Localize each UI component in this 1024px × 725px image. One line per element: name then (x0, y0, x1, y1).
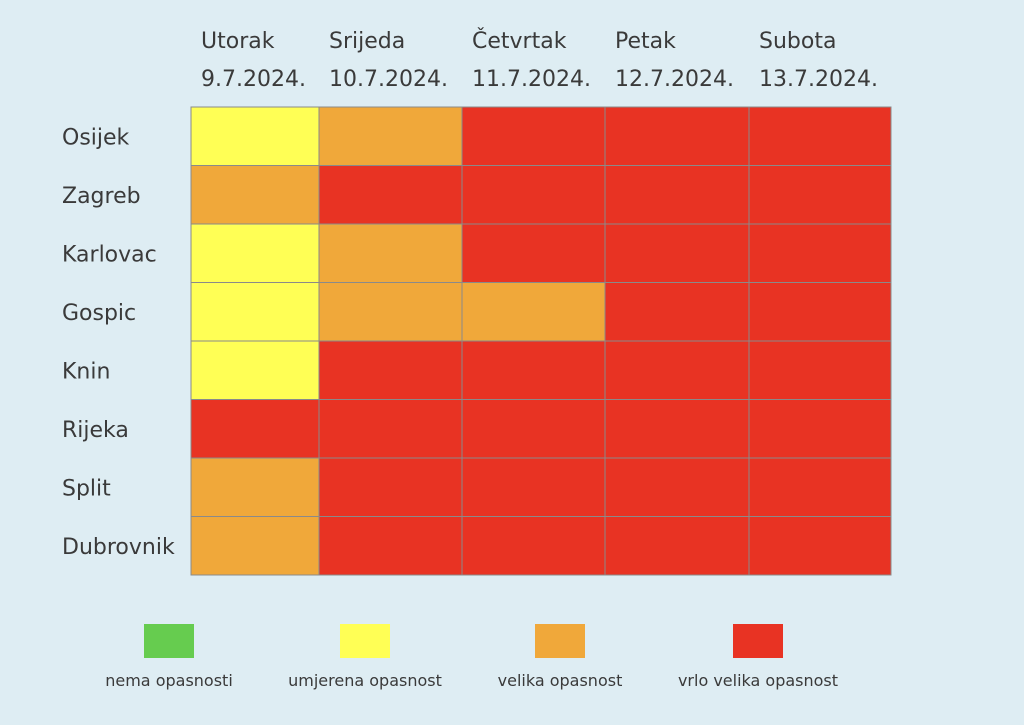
heatmap-cell (748, 165, 892, 225)
column-date-label: 12.7.2024. (615, 67, 734, 92)
heatmap-cell (748, 516, 892, 576)
heatmap-cell (318, 399, 463, 459)
heatmap-cell (748, 282, 892, 342)
heatmap-cell (748, 340, 892, 400)
column-day-label: Četvrtak (472, 28, 567, 54)
column-day-label: Utorak (201, 29, 275, 54)
row-city-label: Rijeka (62, 418, 129, 443)
legend: nema opasnosti umjerena opasnost velika op… (105, 624, 838, 690)
row-city-label: Osijek (62, 125, 130, 150)
heatmap-cell (318, 340, 463, 400)
heatmap-cell (318, 106, 463, 166)
heatmap-cell (190, 282, 320, 342)
column-day-label: Petak (615, 29, 676, 54)
legend-swatch (340, 624, 390, 658)
legend-label: velika opasnost (498, 671, 623, 690)
heatmap-cell (190, 165, 320, 225)
heatmap-cell (604, 282, 750, 342)
heatmap-cell (318, 165, 463, 225)
heatmap-cell (318, 516, 463, 576)
heatmap-cell (748, 457, 892, 517)
heatmap-cell (604, 340, 750, 400)
heatmap-cell (748, 223, 892, 283)
row-city-label: Karlovac (62, 242, 157, 267)
legend-label: nema opasnosti (105, 671, 233, 690)
heatmap-cell (318, 223, 463, 283)
heatmap-cell (190, 223, 320, 283)
heatmap-cell (461, 282, 606, 342)
row-city-label: Split (62, 476, 111, 501)
legend-swatch (144, 624, 194, 658)
heatmap-cell (604, 457, 750, 517)
heatmap-cell (604, 106, 750, 166)
heatmap-cell (604, 399, 750, 459)
heatmap-cell (190, 516, 320, 576)
column-date-label: 13.7.2024. (759, 67, 878, 92)
legend-swatch (733, 624, 783, 658)
row-city-label: Zagreb (62, 184, 141, 209)
heatmap-cell (461, 340, 606, 400)
heatmap-cell (604, 165, 750, 225)
heatmap-cell (461, 516, 606, 576)
heatmap-cell (190, 106, 320, 166)
column-day-label: Srijeda (329, 29, 405, 54)
heatmap-cell (461, 223, 606, 283)
heatmap-cell (604, 223, 750, 283)
heatmap-cell (190, 457, 320, 517)
row-labels: Osijek Zagreb Karlovac Gospic Knin Rijeka Spli… (62, 125, 175, 560)
column-date-label: 10.7.2024. (329, 67, 448, 92)
heatmap-cell (318, 457, 463, 517)
column-headers: Utorak 9.7.2024. Srijeda 10.7.2024. Četvrtak… (201, 28, 878, 92)
row-city-label: Knin (62, 359, 110, 384)
row-city-label: Dubrovnik (62, 535, 175, 560)
heatmap-cell (461, 165, 606, 225)
heatmap-cell (461, 457, 606, 517)
legend-swatch (535, 624, 585, 658)
heatmap-cell (190, 399, 320, 459)
row-city-label: Gospic (62, 301, 136, 326)
heatmap-cell (748, 106, 892, 166)
column-day-label: Subota (759, 29, 836, 54)
heatmap-cell (461, 399, 606, 459)
column-date-label: 9.7.2024. (201, 67, 306, 92)
column-date-label: 11.7.2024. (472, 67, 591, 92)
heatmap-cell (748, 399, 892, 459)
heatmap-cell (318, 282, 463, 342)
heatmap-cell (461, 106, 606, 166)
heatmap-cell (190, 340, 320, 400)
heatmap-cell (604, 516, 750, 576)
legend-label: vrlo velika opasnost (678, 671, 838, 690)
legend-label: umjerena opasnost (288, 671, 442, 690)
heatmap-cells (190, 106, 892, 576)
